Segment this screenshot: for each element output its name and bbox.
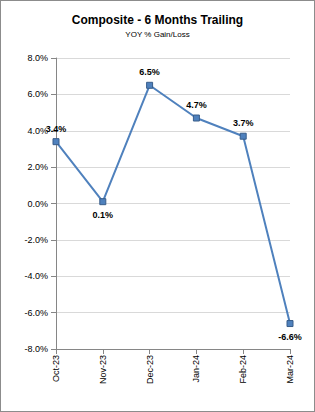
- svg-text:Composite - 6 Months Trailing: Composite - 6 Months Trailing: [72, 13, 243, 27]
- svg-text:4.0%: 4.0%: [27, 125, 48, 136]
- svg-text:6.5%: 6.5%: [139, 67, 160, 77]
- svg-text:0.0%: 0.0%: [27, 199, 48, 209]
- svg-text:Jan-24: Jan-24: [191, 355, 201, 383]
- svg-text:8.0%: 8.0%: [27, 53, 48, 63]
- svg-text:2.0%: 2.0%: [27, 162, 48, 172]
- svg-text:0.1%: 0.1%: [93, 210, 114, 220]
- svg-text:3.4%: 3.4%: [46, 124, 67, 134]
- svg-text:4.7%: 4.7%: [186, 100, 207, 110]
- svg-text:-8.0%: -8.0%: [24, 344, 48, 354]
- svg-text:-4.0%: -4.0%: [24, 271, 48, 281]
- svg-text:Oct-23: Oct-23: [51, 355, 61, 382]
- svg-text:Mar-24: Mar-24: [285, 355, 295, 384]
- svg-text:Feb-24: Feb-24: [238, 355, 248, 384]
- svg-text:-6.6%: -6.6%: [278, 332, 302, 342]
- svg-text:3.7%: 3.7%: [233, 118, 254, 128]
- svg-text:-6.0%: -6.0%: [24, 308, 48, 318]
- svg-text:-2.0%: -2.0%: [24, 235, 48, 245]
- svg-text:YOY % Gain/Loss: YOY % Gain/Loss: [125, 30, 189, 39]
- svg-text:Nov-23: Nov-23: [98, 355, 108, 384]
- svg-text:6.0%: 6.0%: [27, 89, 48, 99]
- svg-text:Dec-23: Dec-23: [145, 355, 155, 384]
